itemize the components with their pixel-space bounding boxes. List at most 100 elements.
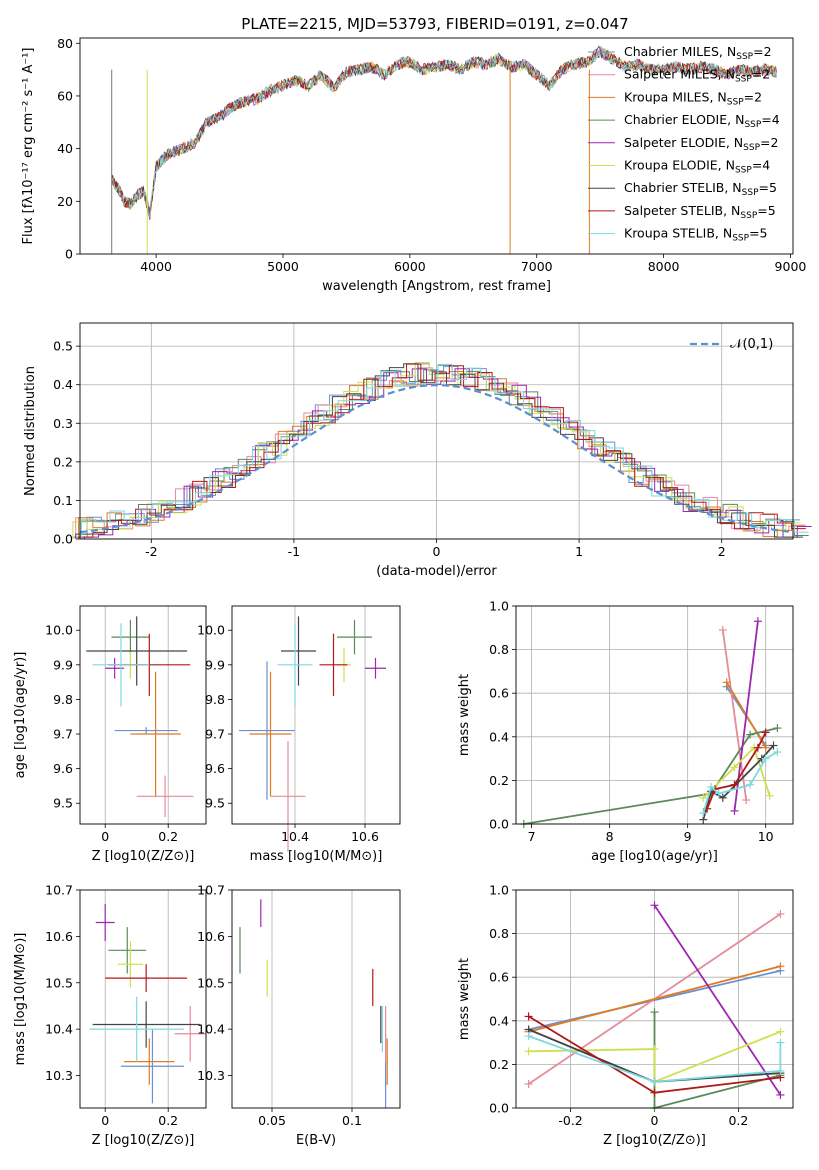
data-point — [365, 657, 386, 679]
data-point — [239, 661, 295, 800]
legend-entry: Salpeter STELIB, NSSP=5 — [624, 203, 776, 221]
panel-residuals: -2 -1 0 1 2 0.0 0.1 0.2 0.3 0.4 0.5 (data-model)/er… — [23, 322, 812, 579]
weight-line-3 — [523, 727, 778, 825]
weight-marker — [699, 809, 708, 818]
weight-marker — [524, 1012, 533, 1021]
y-tick-label: 9.6 — [53, 761, 73, 776]
legend-entry: Kroupa STELIB, NSSP=5 — [624, 226, 768, 244]
legend-entry: Chabrier ELODIE, NSSP=4 — [624, 112, 780, 130]
x-tick-label: 4000 — [140, 259, 172, 274]
y-tick-label: 1.0 — [489, 883, 509, 898]
y-tick-label: 0.3 — [53, 416, 73, 431]
panel-spectrum: 4000 5000 6000 7000 8000 9000 0 20 40 60 80 wavelen… — [21, 36, 806, 294]
y-tick-label: 0.2 — [489, 1057, 509, 1072]
legend: Chabrier MILES, NSSP=2 Salpeter MILES, NS… — [588, 44, 780, 244]
y-tick-label: 0.0 — [489, 817, 509, 832]
legend-entry: Kroupa ELODIE, NSSP=4 — [624, 158, 770, 176]
y-tick-label: 10.0 — [45, 623, 73, 638]
x-tick-label: 0.2 — [728, 1113, 748, 1128]
data-point — [95, 903, 115, 942]
panel-weight_vs_Z: -0.2 0 0.2 0.0 0.2 0.4 0.6 0.8 1.0 Z [log10(Z/Z⊙)… — [457, 883, 794, 1148]
y-tick-label: 0.8 — [489, 926, 509, 941]
legend-entry: 𝒩(0,1) — [730, 337, 773, 352]
normal-curve — [79, 383, 794, 534]
weight-marker — [746, 780, 755, 789]
legend-entry: Kroupa MILES, NSSP=2 — [624, 89, 762, 107]
data-point — [249, 671, 292, 797]
data-point — [120, 1029, 184, 1104]
weight-marker — [773, 748, 782, 757]
weight-marker — [776, 962, 785, 971]
x-axis-label: (data-model)/error — [376, 564, 497, 579]
panel-age_vs_Z: 0 0.2 9.5 9.6 9.7 9.8 9.9 10.0 Z [log10(Z/Z⊙)] ag… — [13, 605, 207, 864]
data-point — [136, 775, 194, 818]
y-tick-label: 0.6 — [489, 686, 509, 701]
x-tick-label: 10.6 — [351, 829, 379, 844]
weight-marker — [718, 793, 727, 802]
x-tick-label: -1 — [288, 544, 300, 559]
y-tick-label: 9.9 — [53, 657, 73, 672]
weight-marker — [650, 1088, 659, 1097]
weight-line-6 — [702, 744, 775, 820]
plot-area-weight_vs_age — [519, 617, 782, 828]
y-tick-label: 9.7 — [205, 727, 225, 742]
x-tick-label: 8 — [606, 829, 614, 844]
axes-frame — [231, 889, 401, 1109]
y-tick-label: 0.4 — [489, 729, 509, 744]
y-tick-label: 10.6 — [197, 929, 225, 944]
spectrum-line-8 — [111, 45, 777, 218]
panel-mass_vs_Z: 0 0.2 10.3 10.4 10.5 10.6 10.7 Z [log10(Z/Z⊙)] m… — [13, 883, 207, 1148]
weight-marker — [742, 796, 751, 805]
data-point — [92, 623, 150, 707]
panel-age_vs_mass: 10.4 10.6 9.5 9.6 9.7 9.8 9.9 10.0 mass [log10(M… — [197, 605, 401, 864]
data-point — [281, 616, 316, 686]
data-point — [124, 1038, 175, 1085]
y-tick-label: 10.5 — [45, 975, 73, 990]
y-tick-label: 0.0 — [489, 1101, 509, 1116]
y-tick-label: 9.5 — [53, 796, 73, 811]
weight-marker — [730, 780, 739, 789]
axes-frame — [515, 889, 794, 1109]
plot-area-spectrum — [111, 45, 777, 254]
plot-area-mass_vs_ebv — [239, 899, 388, 1108]
y-axis-label: mass weight — [457, 958, 472, 1040]
plot-area-age_vs_Z — [86, 616, 194, 818]
x-tick-label: 1 — [575, 544, 583, 559]
y-tick-label: 80 — [57, 36, 73, 51]
x-tick-label: 0.2 — [158, 829, 178, 844]
y-tick-label: 0.0 — [53, 532, 73, 547]
weight-marker — [761, 743, 770, 752]
weight-marker — [650, 1077, 659, 1086]
x-tick-label: 0.05 — [258, 1113, 286, 1128]
histogram-3 — [80, 364, 809, 539]
y-axis-label: mass weight — [457, 674, 472, 756]
data-point — [89, 996, 184, 1062]
x-axis-label: mass [log10(M/M⊙)] — [250, 849, 383, 864]
y-tick-label: 40 — [57, 141, 73, 156]
x-tick-label: 10 — [758, 829, 774, 844]
x-axis-label: Z [log10(Z/Z⊙)] — [603, 1133, 706, 1148]
spectrum-line-6 — [111, 50, 777, 216]
y-tick-label: 0.2 — [53, 454, 73, 469]
data-point — [117, 941, 143, 988]
y-tick-label: 1.0 — [489, 599, 509, 614]
histogram-6 — [75, 363, 803, 539]
y-tick-label: 9.8 — [53, 692, 73, 707]
y-tick-label: 10.3 — [197, 1068, 225, 1083]
x-tick-label: 7 — [528, 829, 536, 844]
legend-entry: Chabrier STELIB, NSSP=5 — [624, 180, 777, 198]
spectrum-line-7 — [111, 45, 777, 220]
panel-weight_vs_age: 7 8 9 10 0.0 0.2 0.4 0.6 0.8 1.0 age [log10(age/yr… — [457, 599, 794, 864]
weight-marker — [718, 625, 727, 634]
data-point — [108, 927, 147, 974]
weight-marker — [776, 1038, 785, 1047]
weight-marker — [776, 1090, 785, 1099]
y-tick-label: 0.4 — [489, 1013, 509, 1028]
weight-line-2 — [528, 965, 781, 1033]
axes-frame — [79, 37, 794, 255]
x-tick-label: 0 — [651, 1113, 659, 1128]
axes-frame — [231, 605, 401, 825]
weight-marker — [730, 763, 739, 772]
weight-marker — [746, 730, 755, 739]
